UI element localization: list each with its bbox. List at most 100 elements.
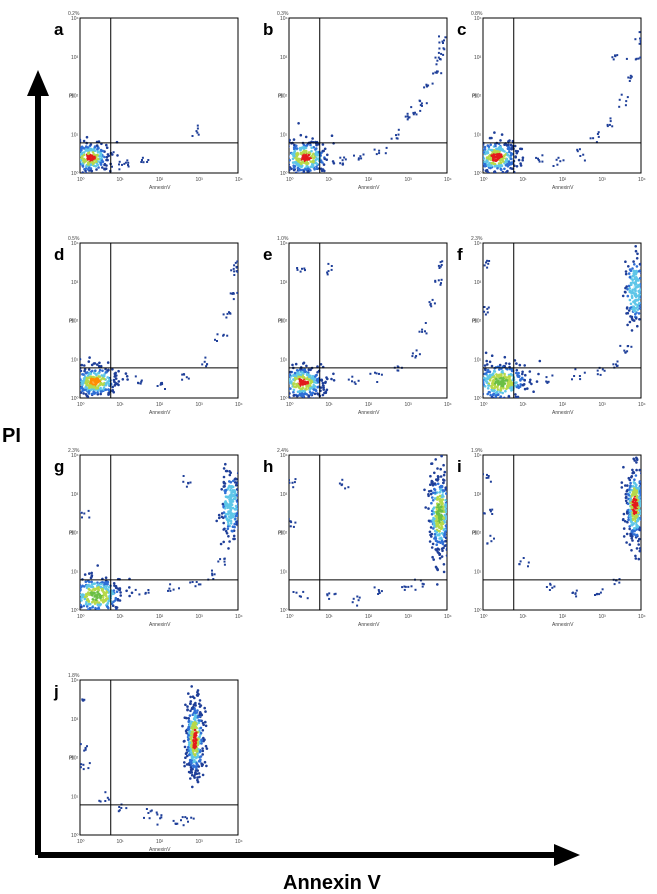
cell-point [192,726,195,730]
y-tick-label: 10⁰ [280,608,288,614]
event-dot [334,592,337,595]
event-dot [185,485,188,488]
cell-point [430,546,434,549]
cell-point [102,386,106,390]
cell-point [428,540,432,543]
y-tick-label: 10³ [71,492,79,498]
cell-point [643,519,646,522]
cell-point [634,557,638,560]
cell-point [509,166,512,170]
cell-point [289,377,292,381]
cell-point [309,399,312,402]
cell-point [280,384,283,387]
cell-point [225,532,229,535]
cell-point [510,147,513,151]
cell-point [315,175,318,178]
event-dot [557,156,560,159]
cell-point [517,371,520,375]
event-dot [172,588,175,591]
cell-point [538,359,542,363]
cell-point [309,165,313,168]
cell-point [436,521,439,524]
cell-point [75,598,78,601]
event-dot [583,159,586,162]
cell-point [73,150,76,153]
event-dot [535,156,538,159]
cell-point [637,487,640,491]
cell-point [526,387,529,390]
cell-point [193,773,197,776]
cell-point [629,315,632,318]
cell-point [233,522,236,526]
cell-point [301,386,305,389]
cell-point [624,484,627,487]
cell-point [299,184,302,187]
cell-point [306,377,309,381]
cell-point [323,398,326,401]
cell-point [198,735,201,738]
cell-point [430,479,434,483]
event-dot [80,511,81,513]
cell-point [233,490,237,494]
cell-point [639,482,641,485]
cell-point [189,735,193,739]
event-dot [422,583,425,586]
cell-point [283,369,286,372]
cell-point [494,144,497,148]
cell-point [631,267,634,270]
cell-point [299,133,303,137]
cell-point [187,743,191,747]
cell-point [627,488,631,491]
cell-point [232,479,235,483]
cell-point [646,499,649,502]
cell-point [219,542,223,546]
cell-point [316,392,320,396]
event-dot [611,125,614,128]
cell-point [505,379,509,382]
cell-point [273,149,276,152]
cell-point [431,482,434,485]
cell-point [94,369,97,373]
cell-point [197,772,201,775]
cell-point [514,393,517,396]
cell-point [292,138,296,141]
y-tick-label: 10⁰ [474,608,482,614]
cell-point [631,530,634,534]
y-tick-label: 10⁴ [280,16,288,22]
cell-point [436,547,440,550]
cell-point [281,141,284,144]
panels-group: a0.2%PIAnnexinV10⁰10⁰10¹10¹10²10²10³10³1… [53,11,649,853]
event-dot [406,115,409,118]
cell-point [495,377,498,381]
cell-point [483,383,484,387]
cell-point [87,374,90,378]
plot-frame [79,17,239,174]
cell-point [236,471,238,475]
cell-point [193,696,196,700]
cell-point [488,375,492,379]
cell-point [97,174,100,177]
cell-point [232,451,235,454]
x-tick-label: 10⁴ [444,402,452,408]
cell-point [306,168,309,171]
cell-point [89,143,93,146]
cell-point [493,131,496,134]
event-dot [406,112,409,115]
cell-point [433,488,437,492]
cell-point [456,476,459,479]
cell-point [626,512,629,515]
event-dot [420,102,423,105]
cell-point [629,484,632,488]
cell-point [201,729,205,732]
x-tick-label: 10² [156,402,164,408]
cell-point [323,157,327,161]
cell-point [80,591,81,594]
cell-point [321,384,325,387]
cell-point [103,163,106,167]
event-dot [292,525,295,528]
cell-point [237,481,238,485]
cell-point [508,150,511,154]
cell-point [110,612,113,615]
cell-point [628,298,632,302]
cell-point [626,288,629,291]
